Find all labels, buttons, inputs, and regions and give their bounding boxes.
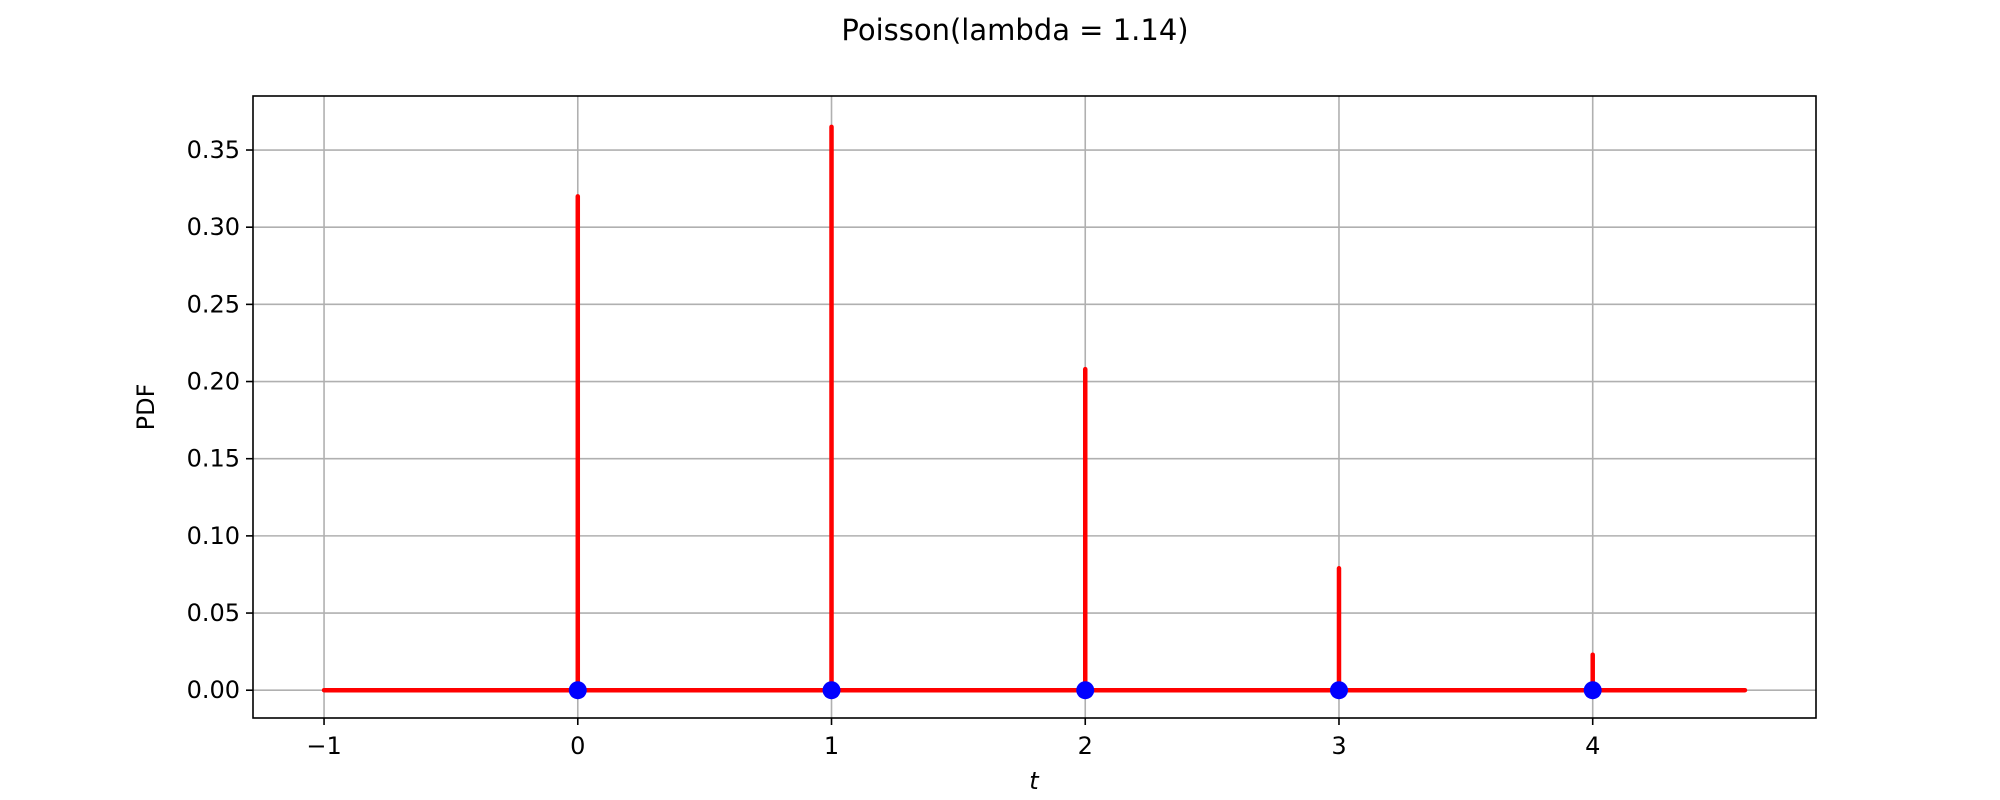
x-tick-label: 2 (1078, 732, 1093, 760)
plot-frame (252, 95, 1817, 719)
y-axis-title: PDF (132, 384, 160, 431)
y-axis-ticks: 0.00 0.05 0.10 0.15 0.20 0.25 0.30 0.35 (187, 136, 253, 704)
stem-marker (1076, 681, 1095, 700)
stem-marker (568, 681, 587, 700)
grid-lines (253, 96, 1816, 718)
stem-marker (822, 681, 841, 700)
y-tick-label: 0.30 (187, 213, 240, 241)
x-tick-label: 3 (1331, 732, 1346, 760)
x-axis-ticks: −1 0 1 2 3 4 (306, 718, 1600, 760)
y-tick-label: 0.35 (187, 136, 240, 164)
x-tick-label: 0 (570, 732, 585, 760)
y-tick-label: 0.10 (187, 522, 240, 550)
y-tick-label: 0.00 (187, 676, 240, 704)
y-tick-label: 0.05 (187, 599, 240, 627)
chart-title: Poisson(lambda = 1.14) (841, 13, 1188, 47)
x-tick-label: 4 (1585, 732, 1600, 760)
x-axis-title: t (1029, 767, 1040, 795)
y-tick-label: 0.15 (187, 445, 240, 473)
x-tick-label: 1 (824, 732, 839, 760)
y-tick-label: 0.25 (187, 290, 240, 318)
x-tick-label: −1 (306, 732, 341, 760)
plot-area (321, 124, 1748, 700)
y-tick-label: 0.20 (187, 368, 240, 396)
stem-marker (1583, 681, 1602, 700)
stem-marker (1329, 681, 1348, 700)
